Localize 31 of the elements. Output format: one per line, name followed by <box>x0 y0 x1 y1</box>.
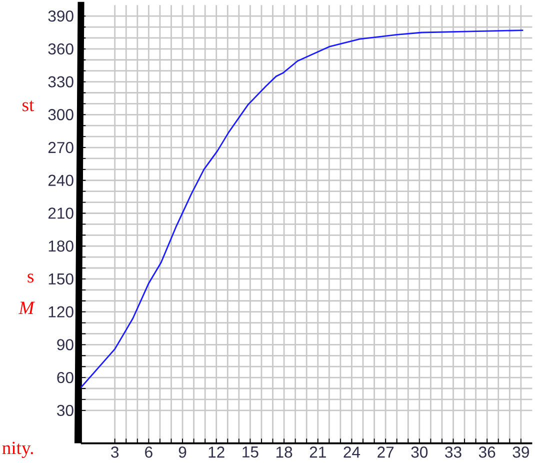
x-tick-label: 6 <box>145 446 152 458</box>
x-tick-label: 27 <box>378 446 394 458</box>
y-tick-label: 120 <box>48 306 74 318</box>
x-tick-label: 15 <box>242 446 258 458</box>
x-tick-label: 12 <box>208 446 224 458</box>
y-tick-label: 150 <box>48 274 74 285</box>
y-tick-label: 300 <box>48 109 74 120</box>
y-tick-label: 240 <box>48 174 74 186</box>
y-tick-label: 30 <box>57 404 74 416</box>
x-tick-label: 30 <box>411 446 428 458</box>
y-tick-label: 60 <box>57 372 74 384</box>
x-tick-label: 21 <box>310 446 326 458</box>
y-tick-label: 90 <box>57 339 74 350</box>
x-tick-label: 39 <box>512 446 529 458</box>
text: s <box>28 274 34 283</box>
line-series <box>80 30 524 388</box>
x-tick-label: 36 <box>478 446 496 458</box>
y-tick-label: 360 <box>48 43 74 55</box>
x-tick-label: 24 <box>344 446 360 458</box>
y-tick-label: 180 <box>48 240 74 252</box>
x-tick-label: 33 <box>445 446 462 458</box>
y-tick-label: 390 <box>48 10 74 22</box>
text: st <box>22 100 34 112</box>
y-tick-label: 210 <box>48 208 74 219</box>
x-tick-label: 18 <box>276 446 292 458</box>
text: nity. <box>2 442 33 458</box>
x-tick-label: 9 <box>178 446 186 458</box>
y-tick-label: 330 <box>48 76 74 88</box>
x-tick-label: 3 <box>111 446 119 458</box>
y-tick-label: 270 <box>48 142 74 154</box>
text: M <box>18 302 36 314</box>
